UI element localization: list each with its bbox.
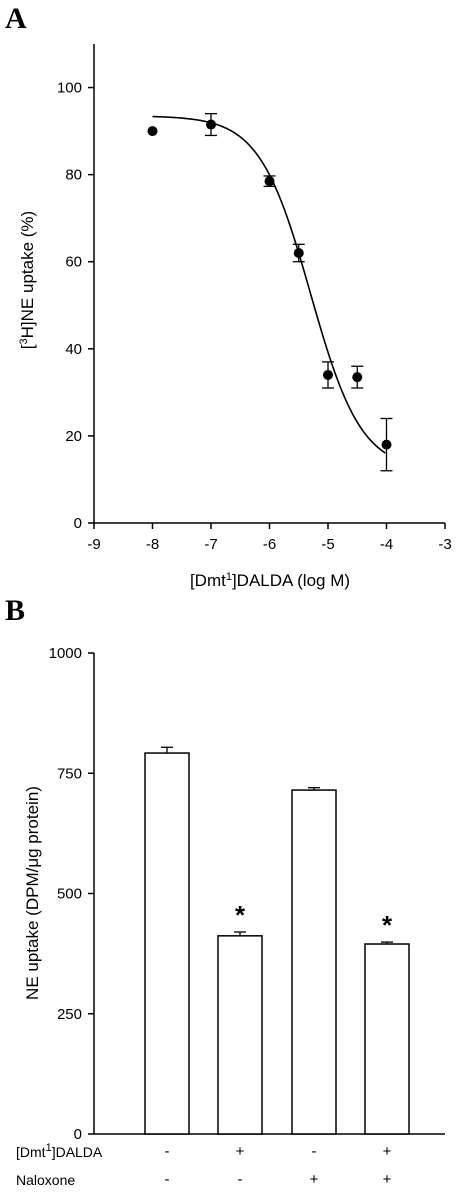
panel-b-significance-marker: * bbox=[382, 910, 393, 940]
panel-b-condition-sign: - bbox=[238, 1171, 243, 1188]
panel-b-condition-rows: [Dmt1]DALDA - + - + Naloxone - - + + bbox=[16, 1142, 392, 1188]
panel-a-fit-curve bbox=[152, 115, 386, 454]
panel-b-y-axis-label: NE uptake (DPM/μg protein) bbox=[23, 786, 42, 1000]
panel-a-y-tick-label: 0 bbox=[74, 515, 82, 532]
panel-b-letter: B bbox=[5, 594, 25, 627]
panel-b-condition-sign: + bbox=[236, 1143, 245, 1160]
panel-b-bar bbox=[291, 789, 337, 1135]
panel-b-y-tick-label: 0 bbox=[74, 1126, 82, 1143]
panel-a-x-tick-label: -7 bbox=[204, 536, 217, 553]
panel-a-data-points bbox=[147, 113, 393, 472]
panel-b-condition-sign: - bbox=[312, 1143, 317, 1160]
panel-a-data-point bbox=[323, 369, 333, 380]
panel-b-y-ticks: 0 250 500 750 1000 bbox=[49, 645, 94, 1143]
panel-a-x-tick-label: -9 bbox=[87, 536, 100, 553]
panel-b-condition-sign: + bbox=[310, 1171, 319, 1188]
panel-a-x-ticks: -9 -8 -7 -6 -5 -4 -3 bbox=[87, 523, 452, 553]
panel-a-data-point bbox=[206, 119, 216, 130]
panel-b-bar bbox=[217, 935, 263, 1135]
panel-a-data-point bbox=[147, 126, 158, 137]
panel-a-data-point bbox=[352, 372, 363, 383]
panel-a-y-tick-label: 40 bbox=[65, 341, 82, 358]
panel-a-y-tick-label: 20 bbox=[65, 428, 82, 445]
panel-b-y-tick-label: 1000 bbox=[49, 645, 82, 662]
panel-a-y-tick-label: 60 bbox=[65, 254, 82, 271]
panel-b-y-tick-label: 500 bbox=[57, 886, 82, 903]
panel-b-y-tick-label: 750 bbox=[57, 765, 82, 782]
panel-b-bars: * * bbox=[144, 746, 410, 1135]
panel-b-condition-sign: + bbox=[383, 1171, 392, 1188]
panel-a-x-tick-label: -5 bbox=[321, 536, 334, 553]
panel-a-x-tick-label: -4 bbox=[380, 536, 393, 553]
panel-a-data-point bbox=[381, 439, 392, 450]
panel-b-significance-marker: * bbox=[235, 900, 246, 930]
panel-a-x-axis-label: [Dmt1]DALDA (log M) bbox=[190, 571, 350, 590]
panel-a-data-point bbox=[264, 176, 275, 187]
panel-b-condition-label: Naloxone bbox=[16, 1172, 75, 1188]
panel-a-x-tick-label: -6 bbox=[263, 536, 276, 553]
panel-b-condition-sign: - bbox=[165, 1143, 170, 1160]
panel-a-letter: A bbox=[5, 2, 27, 35]
panel-a-data-point bbox=[293, 248, 304, 259]
panel-b-bar bbox=[364, 943, 410, 1135]
panel-a-x-tick-label: -8 bbox=[146, 536, 159, 553]
panel-b-condition-label: [Dmt1]DALDA bbox=[16, 1142, 103, 1160]
panel-a: A 0 20 40 60 80 100 -9 -8 -7 -6 -5 -4 -3 [Dmt1]DALD… bbox=[5, 2, 452, 590]
panel-b-condition-sign: - bbox=[165, 1171, 170, 1188]
panel-a-y-tick-label: 100 bbox=[57, 80, 82, 97]
panel-b-y-tick-label: 250 bbox=[57, 1006, 82, 1023]
panel-a-y-tick-label: 80 bbox=[65, 167, 82, 184]
panel-a-x-tick-label: -3 bbox=[438, 536, 451, 553]
panel-b-condition-sign: + bbox=[383, 1143, 392, 1160]
panel-a-y-ticks: 0 20 40 60 80 100 bbox=[57, 80, 94, 532]
panel-b-bar bbox=[144, 752, 190, 1135]
panel-a-y-axis-label: [3H]NE uptake (%) bbox=[18, 211, 37, 349]
